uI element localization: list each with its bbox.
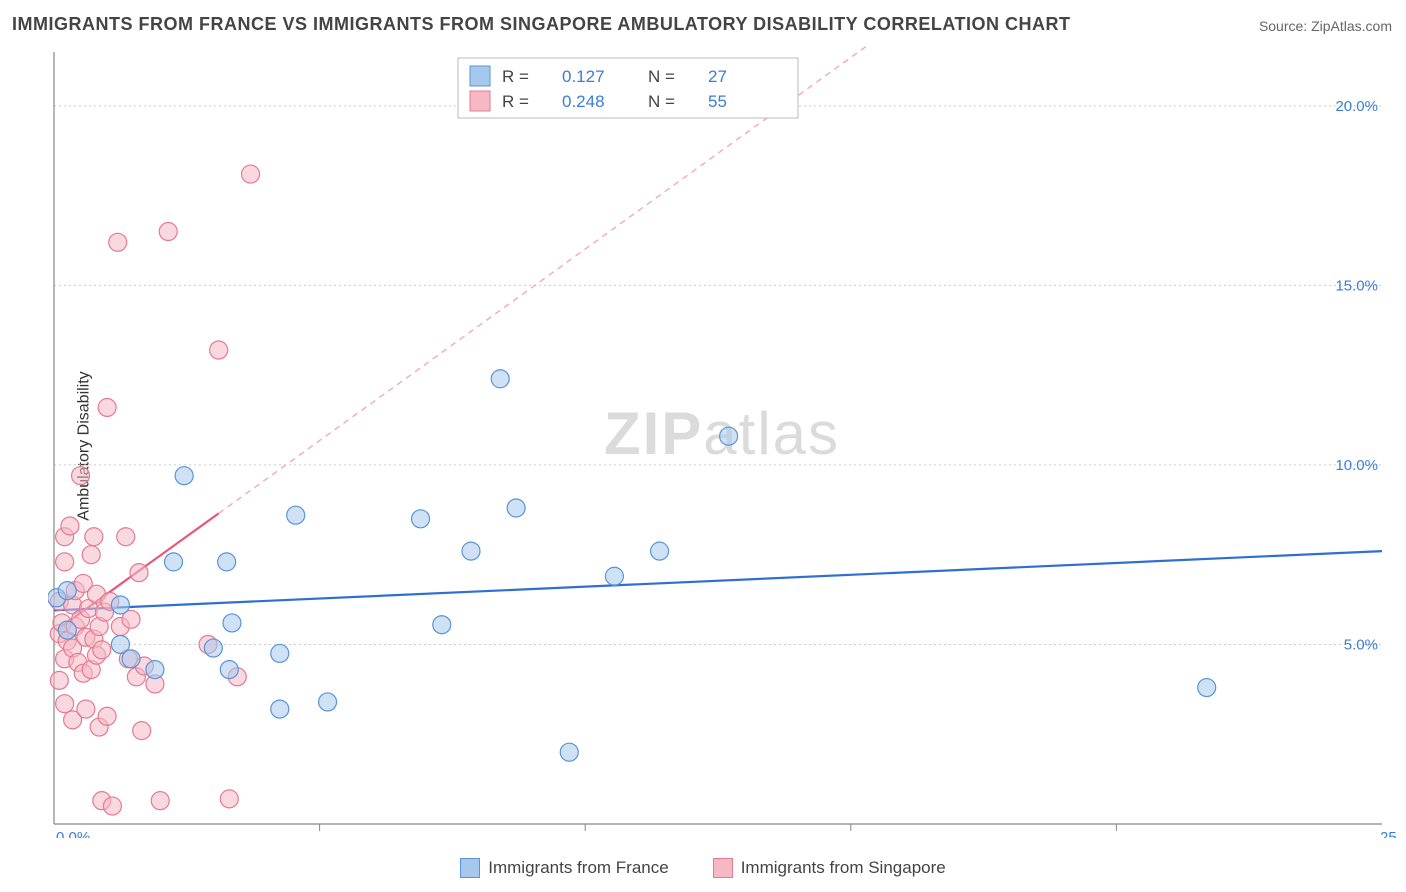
legend-swatch-singapore xyxy=(713,858,733,878)
legend-swatch-france xyxy=(460,858,480,878)
svg-text:R =: R = xyxy=(502,67,529,86)
svg-text:0.127: 0.127 xyxy=(562,67,605,86)
svg-text:N =: N = xyxy=(648,92,675,111)
legend-label-france: Immigrants from France xyxy=(488,858,668,878)
scatter-chart: ZIPatlas R =0.127N =27R =0.248N =55 5.0%… xyxy=(48,44,1396,838)
source-attribution: Source: ZipAtlas.com xyxy=(1259,18,1392,34)
svg-text:20.0%: 20.0% xyxy=(1335,98,1378,115)
svg-text:25.0%: 25.0% xyxy=(1380,829,1396,838)
legend-label-singapore: Immigrants from Singapore xyxy=(741,858,946,878)
stats-legend-box: R = 0.127 N = 27 R = 0.248 N = 55 xyxy=(458,58,798,118)
gridlines xyxy=(54,106,1382,645)
trend-lines xyxy=(54,44,1382,630)
svg-text:27: 27 xyxy=(708,67,727,86)
chart-title: IMMIGRANTS FROM FRANCE VS IMMIGRANTS FRO… xyxy=(12,14,1070,35)
legend-france: Immigrants from France xyxy=(460,858,668,878)
svg-text:55: 55 xyxy=(708,92,727,111)
x-tick-labels: 0.0% 25.0% xyxy=(56,829,1396,838)
svg-text:15.0%: 15.0% xyxy=(1335,277,1378,294)
bottom-legend: Immigrants from France Immigrants from S… xyxy=(0,858,1406,878)
svg-text:10.0%: 10.0% xyxy=(1335,457,1378,474)
points-singapore xyxy=(50,165,259,815)
svg-text:5.0%: 5.0% xyxy=(1344,636,1378,653)
source-link[interactable]: ZipAtlas.com xyxy=(1311,18,1392,34)
svg-text:R =: R = xyxy=(502,92,529,111)
svg-text:0.0%: 0.0% xyxy=(56,829,90,838)
svg-text:0.248: 0.248 xyxy=(562,92,605,111)
chart-area: ZIPatlas R =0.127N =27R =0.248N =55 5.0%… xyxy=(48,44,1396,838)
y-tick-labels: 5.0% 10.0% 15.0% 20.0% xyxy=(1335,98,1378,654)
source-prefix: Source: xyxy=(1259,18,1311,34)
legend-singapore: Immigrants from Singapore xyxy=(713,858,946,878)
svg-text:N =: N = xyxy=(648,67,675,86)
